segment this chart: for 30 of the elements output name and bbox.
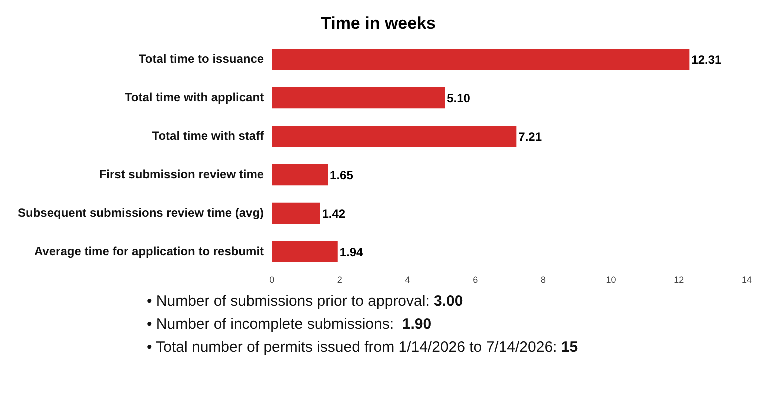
x-tick-label: 8 [540,275,546,286]
data-label: 1.65 [330,168,354,182]
y-tick-label: Total time with staff [152,128,266,143]
text: • Total number of permits issued from 1/14/2026 to 7/14/2026: 15 [147,339,578,356]
bar [272,241,338,263]
data-label: 7.21 [518,130,542,144]
text: • Number of submissions prior to approval: 3.00 [147,293,464,310]
x-tick-label: 2 [337,275,342,286]
bar [272,164,328,186]
data-label: 1.42 [322,206,346,221]
y-tick-label: Average time for application to resbumit [34,244,264,258]
y-tick-label: First submission review time [99,167,264,182]
x-tick-label: 12 [674,275,684,286]
x-tick-label: 0 [270,275,275,286]
x-tick-label: 14 [742,275,752,286]
data-label: 5.10 [447,91,471,106]
chart-title: Time in weeks [321,14,436,33]
y-tick-label: Total time with applicant [124,90,264,104]
bar [272,49,690,70]
bar [272,202,320,224]
bar [272,88,446,109]
y-tick-label: Subsequent submissions review time (avg) [18,206,264,220]
data-label: 12.31 [692,52,722,67]
data-label: 1.94 [340,245,364,260]
x-tick-label: 10 [606,275,616,286]
x-tick-label: 4 [405,275,410,286]
bar [272,126,517,148]
text: • Number of incomplete submissions: 1.90 [147,316,433,333]
x-tick-label: 6 [473,275,478,286]
y-tick-label: Total time to issuance [138,52,264,66]
